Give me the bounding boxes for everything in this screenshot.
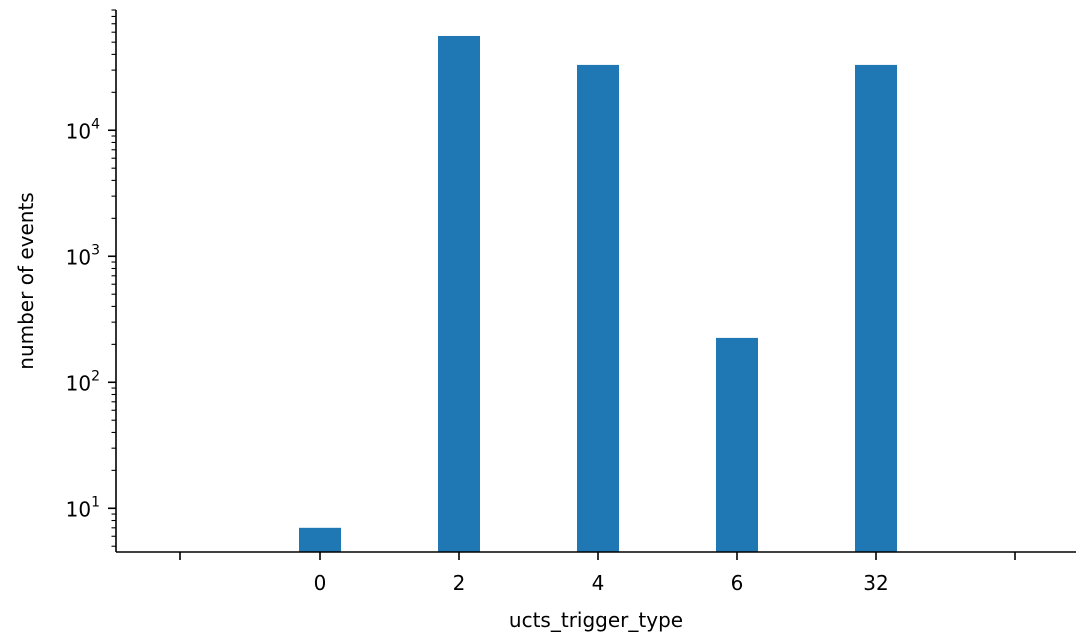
y-tick-label: 104 <box>66 116 100 143</box>
bar-6 <box>716 337 758 552</box>
bar-2 <box>438 35 480 552</box>
y-tick-label: 103 <box>66 242 100 269</box>
x-axis-label: ucts_trigger_type <box>509 608 683 632</box>
x-tick-label-2: 2 <box>453 571 466 595</box>
bar-4 <box>577 64 619 553</box>
x-tick-label-6: 6 <box>731 571 744 595</box>
y-axis-label: number of events <box>14 192 38 369</box>
bar-0 <box>299 527 341 552</box>
x-tick-label-4: 4 <box>592 571 605 595</box>
y-tick-label: 102 <box>66 368 100 395</box>
y-tick-label: 101 <box>66 494 100 521</box>
x-tick-label-32: 32 <box>863 571 888 595</box>
x-tick-label-0: 0 <box>314 571 327 595</box>
bar-32 <box>855 64 897 553</box>
x-axis-ticks: 0 2 4 6 32 <box>179 552 1016 595</box>
bars-group <box>299 35 897 553</box>
